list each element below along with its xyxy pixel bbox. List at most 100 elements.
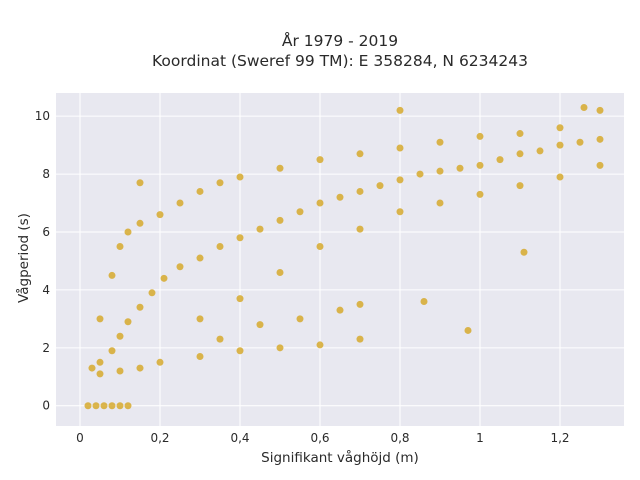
data-point [176, 263, 184, 271]
x-axis-title: Signifikant våghöjd (m) [261, 449, 419, 466]
x-tick-label: 0,6 [310, 431, 329, 445]
data-point [336, 193, 344, 201]
data-point [116, 242, 124, 250]
data-point [576, 138, 584, 146]
data-point [496, 156, 504, 164]
data-point [296, 208, 304, 216]
data-point [556, 124, 564, 132]
y-tick-label: 2 [42, 341, 50, 355]
data-point [108, 347, 116, 355]
data-point [96, 358, 104, 366]
data-point [216, 179, 224, 187]
data-point [276, 216, 284, 224]
data-point [276, 344, 284, 352]
data-point [136, 219, 144, 227]
data-point [516, 150, 524, 158]
data-point [396, 106, 404, 114]
data-point [108, 402, 116, 410]
data-point [516, 182, 524, 190]
data-point [316, 199, 324, 207]
data-point [236, 347, 244, 355]
y-tick-label: 10 [35, 109, 50, 123]
data-point [156, 211, 164, 219]
data-point [396, 144, 404, 152]
data-point [196, 315, 204, 323]
data-point [96, 315, 104, 323]
data-point [436, 167, 444, 175]
data-point [476, 132, 484, 140]
data-point [316, 341, 324, 349]
chart-title-line-2: Koordinat (Sweref 99 TM): E 358284, N 62… [152, 52, 528, 70]
data-point [276, 269, 284, 277]
data-point [196, 254, 204, 262]
data-point [256, 225, 264, 233]
data-point [216, 335, 224, 343]
data-point [436, 138, 444, 146]
data-point [296, 315, 304, 323]
data-point [556, 141, 564, 149]
tick-labels: 0 0,2 0,4 0,6 0,8 1 1,2 0 2 4 6 8 10 [35, 109, 570, 445]
data-point [116, 402, 124, 410]
data-point [148, 289, 156, 297]
data-points [84, 103, 604, 410]
data-point [108, 271, 116, 279]
data-point [136, 179, 144, 187]
x-tick-label: 0,8 [390, 431, 409, 445]
data-point [464, 326, 472, 334]
x-tick-label: 0 [76, 431, 84, 445]
x-tick-label: 0,4 [230, 431, 249, 445]
data-point [356, 335, 364, 343]
data-point [556, 173, 564, 181]
data-point [124, 402, 132, 410]
y-tick-label: 0 [42, 399, 50, 413]
data-point [456, 164, 464, 172]
y-tick-label: 8 [42, 167, 50, 181]
data-point [136, 303, 144, 311]
data-point [336, 306, 344, 314]
data-point [100, 402, 108, 410]
data-point [516, 130, 524, 138]
data-point [520, 248, 528, 256]
data-point [116, 332, 124, 340]
data-point [376, 182, 384, 190]
data-point [596, 135, 604, 143]
data-point [160, 274, 168, 282]
data-point [124, 228, 132, 236]
data-point [196, 187, 204, 195]
data-point [420, 297, 428, 305]
data-point [356, 187, 364, 195]
data-point [476, 161, 484, 169]
x-tick-label: 1,2 [550, 431, 569, 445]
x-tick-label: 1 [476, 431, 484, 445]
data-point [116, 367, 124, 375]
data-point [536, 147, 544, 155]
chart-title-line-1: År 1979 - 2019 [282, 31, 398, 50]
data-point [476, 190, 484, 198]
data-point [136, 364, 144, 372]
data-point [96, 370, 104, 378]
grid-lines [56, 93, 624, 426]
data-point [236, 173, 244, 181]
data-point [236, 234, 244, 242]
data-point [88, 364, 96, 372]
data-point [196, 353, 204, 361]
y-axis-title: Vågperiod (s) [15, 213, 32, 303]
data-point [580, 103, 588, 111]
data-point [276, 164, 284, 172]
data-point [256, 321, 264, 329]
data-point [216, 242, 224, 250]
data-point [124, 318, 132, 326]
data-point [596, 161, 604, 169]
data-point [84, 402, 92, 410]
y-tick-label: 4 [42, 283, 50, 297]
data-point [356, 225, 364, 233]
x-tick-label: 0,2 [150, 431, 169, 445]
data-point [356, 300, 364, 308]
data-point [92, 402, 100, 410]
data-point [356, 150, 364, 158]
data-point [316, 156, 324, 164]
data-point [416, 170, 424, 178]
data-point [396, 208, 404, 216]
